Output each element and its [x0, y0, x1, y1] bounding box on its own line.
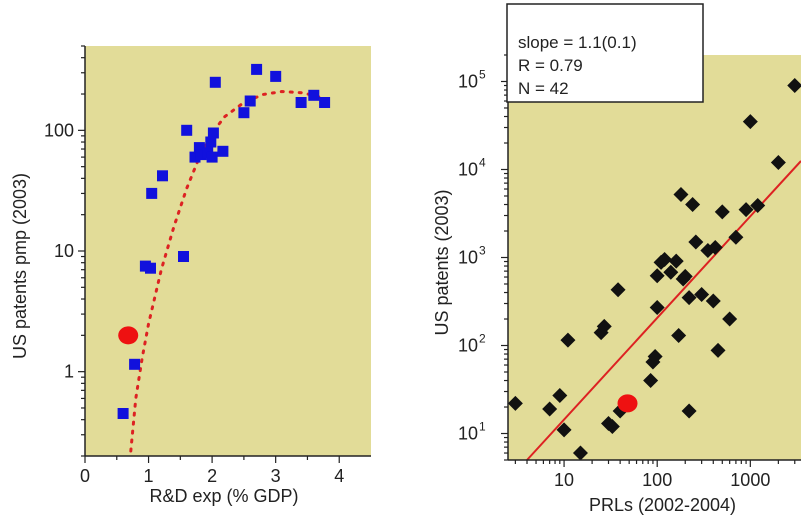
data-point [207, 152, 218, 163]
stats-n: N = 42 [518, 79, 569, 98]
data-point [308, 90, 319, 101]
data-point [129, 359, 140, 370]
data-point [238, 107, 249, 118]
x-tick-label: 0 [80, 466, 90, 486]
y-tick-exponent: 1 [479, 420, 486, 434]
x-tick-label: 1000 [730, 470, 770, 490]
y-tick-label: 10 [54, 241, 74, 261]
highlight-point [618, 394, 638, 412]
data-point [296, 97, 307, 108]
x-tick-label: 10 [554, 470, 574, 490]
left-chart: 0 1 2 3 4 1 10 100 R&D exp (% GDP) US patents p… [10, 46, 371, 506]
data-point [210, 77, 221, 88]
stats-slope: slope = 1.1(0.1) [518, 33, 637, 52]
data-point [251, 64, 262, 75]
left-y-axis-label: US patents pmp (2003) [10, 173, 30, 359]
y-tick-label: 10 [458, 336, 478, 356]
y-tick-label: 100 [44, 120, 74, 140]
data-point [217, 146, 228, 157]
y-tick-label: 1 [64, 362, 74, 382]
x-tick-label: 1 [144, 466, 154, 486]
x-tick-label: 4 [334, 466, 344, 486]
y-tick-exponent: 5 [479, 67, 486, 81]
x-tick-label: 3 [271, 466, 281, 486]
y-tick-exponent: 3 [479, 244, 486, 258]
stats-r: R = 0.79 [518, 56, 583, 75]
data-point [118, 408, 129, 419]
y-tick-label: 10 [458, 248, 478, 268]
data-point [157, 170, 168, 181]
data-point [245, 96, 256, 107]
right-y-axis-label: US patents (2003) [432, 189, 452, 335]
y-tick-exponent: 4 [479, 155, 486, 169]
y-tick-label: 10 [458, 159, 478, 179]
y-tick-exponent: 2 [479, 332, 486, 346]
data-point [145, 263, 156, 274]
stats-box: slope = 1.1(0.1) R = 0.79 N = 42 [507, 4, 703, 102]
left-x-axis-label: R&D exp (% GDP) [149, 486, 298, 506]
y-tick-label: 10 [458, 424, 478, 444]
y-tick-label: 10 [458, 71, 478, 91]
data-point [146, 188, 157, 199]
data-point [319, 97, 330, 108]
data-point [178, 251, 189, 262]
data-point [270, 71, 281, 82]
right-plot-background [508, 55, 801, 460]
right-x-axis-label: PRLs (2002-2004) [589, 495, 736, 515]
x-tick-label: 2 [207, 466, 217, 486]
data-point [181, 125, 192, 136]
data-point [208, 128, 219, 139]
highlight-point [118, 326, 138, 344]
x-tick-label: 100 [642, 470, 672, 490]
